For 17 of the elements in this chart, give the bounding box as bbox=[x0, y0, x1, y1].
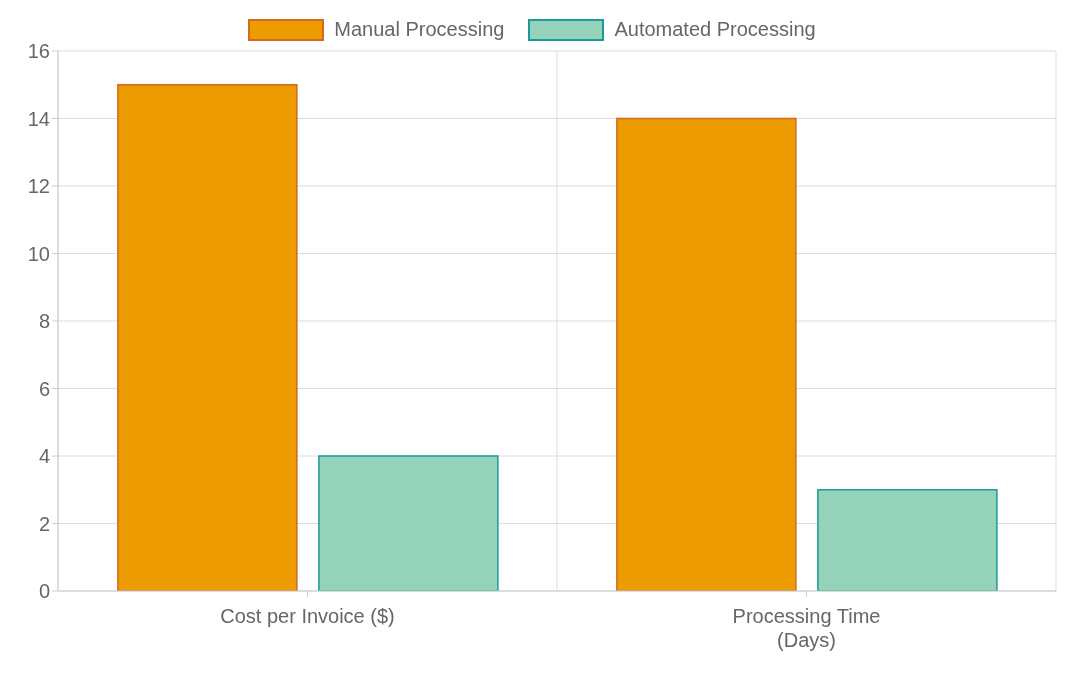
bar bbox=[117, 84, 298, 591]
x-tick-label: Cost per Invoice ($) bbox=[220, 605, 395, 627]
y-tick-label: 4 bbox=[38, 445, 50, 468]
y-tick-label: 16 bbox=[27, 40, 50, 63]
legend-label: Automated Processing bbox=[614, 18, 816, 41]
x-tick-label: Processing Time (Days) bbox=[732, 605, 881, 651]
y-tick-label: 0 bbox=[38, 580, 50, 603]
bar bbox=[318, 455, 499, 591]
y-tick-label: 14 bbox=[27, 107, 50, 130]
y-tick-label: 6 bbox=[38, 377, 50, 400]
legend-label: Manual Processing bbox=[334, 18, 505, 41]
y-tick-label: 2 bbox=[38, 512, 50, 535]
bar bbox=[817, 489, 998, 591]
y-tick-label: 12 bbox=[27, 175, 50, 198]
bar bbox=[616, 117, 797, 591]
y-tick-label: 10 bbox=[27, 242, 50, 265]
y-tick-label: 8 bbox=[38, 310, 50, 333]
